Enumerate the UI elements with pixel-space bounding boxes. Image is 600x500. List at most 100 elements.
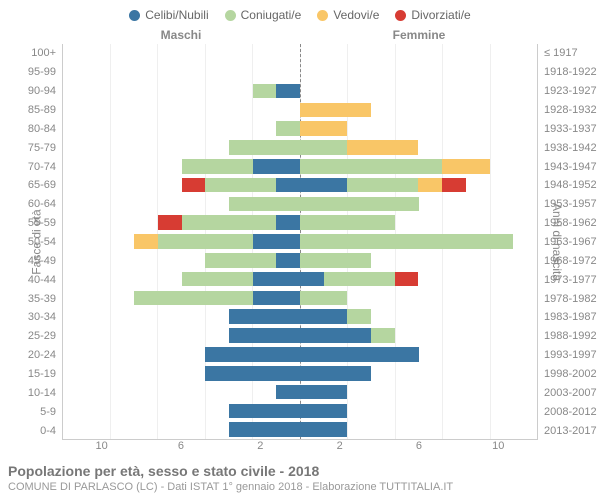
birth-label: 1973-1977 <box>538 270 600 289</box>
female-bar <box>300 176 537 195</box>
bar-segment <box>276 385 300 400</box>
legend-item: Vedovi/e <box>317 8 379 22</box>
pyramid-row <box>63 100 537 119</box>
male-bar <box>63 251 300 270</box>
birth-label: 1918-1922 <box>538 63 600 82</box>
age-label: 80-84 <box>0 119 62 138</box>
male-bar <box>63 232 300 251</box>
age-label: 25-29 <box>0 327 62 346</box>
male-bar <box>63 195 300 214</box>
bar-segment <box>253 291 300 306</box>
bar-segment <box>158 215 182 230</box>
bar-segment <box>229 404 300 419</box>
bar-segment <box>205 366 300 381</box>
birth-label: 1928-1932 <box>538 101 600 120</box>
birth-label: 1983-1987 <box>538 308 600 327</box>
age-label: 15-19 <box>0 365 62 384</box>
pyramid-row <box>63 401 537 420</box>
female-bar <box>300 119 537 138</box>
female-bar <box>300 401 537 420</box>
bar-segment <box>276 178 300 193</box>
y-axis-right-title: Anni di nascita <box>550 203 564 281</box>
female-bar <box>300 157 537 176</box>
birth-label: 1923-1927 <box>538 82 600 101</box>
bar-segment <box>205 253 276 268</box>
female-bar <box>300 364 537 383</box>
male-bar <box>63 213 300 232</box>
age-label: 95-99 <box>0 63 62 82</box>
legend: Celibi/Nubili Coniugati/e Vedovi/e Divorzia… <box>0 0 600 22</box>
pyramid-row <box>63 420 537 439</box>
birth-label: 2013-2017 <box>538 421 600 440</box>
age-label: 70-74 <box>0 157 62 176</box>
birth-label: 1933-1937 <box>538 119 600 138</box>
birth-label: 2003-2007 <box>538 383 600 402</box>
bar-segment <box>347 140 418 155</box>
bar-segment <box>229 422 300 437</box>
legend-swatch <box>225 10 236 21</box>
bar-segment <box>300 215 395 230</box>
female-bar <box>300 44 537 63</box>
x-tick: 10 <box>62 440 141 452</box>
header-females: Femmine <box>300 28 538 42</box>
y-axis-left-title: Fasce di età <box>30 209 44 274</box>
bar-segment <box>134 291 253 306</box>
bar-segment <box>229 140 300 155</box>
birth-label: 1943-1947 <box>538 157 600 176</box>
bar-segment <box>395 272 419 287</box>
bar-segment <box>253 272 300 287</box>
pyramid-row <box>63 138 537 157</box>
birth-label: 1948-1952 <box>538 176 600 195</box>
pyramid-row <box>63 289 537 308</box>
bar-segment <box>182 178 206 193</box>
female-bar <box>300 289 537 308</box>
bar-segment <box>253 84 277 99</box>
female-bar <box>300 63 537 82</box>
birth-label: 1968-1972 <box>538 251 600 270</box>
female-bar <box>300 270 537 289</box>
age-label: 85-89 <box>0 101 62 120</box>
male-bar <box>63 345 300 364</box>
male-bar <box>63 44 300 63</box>
pyramid-row <box>63 119 537 138</box>
female-bar <box>300 326 537 345</box>
birth-label: 1953-1957 <box>538 195 600 214</box>
bar-segment <box>300 121 347 136</box>
birth-year-labels: ≤ 19171918-19221923-19271928-19321933-19… <box>538 44 600 440</box>
pyramid-row <box>63 176 537 195</box>
x-tick: 10 <box>459 440 538 452</box>
birth-label: 1998-2002 <box>538 365 600 384</box>
bar-segment <box>300 140 347 155</box>
bar-segment <box>276 253 300 268</box>
bar-segment <box>300 291 347 306</box>
legend-swatch <box>129 10 140 21</box>
bar-segment <box>442 178 466 193</box>
bar-segment <box>253 234 300 249</box>
bar-segment <box>134 234 158 249</box>
bar-segment <box>347 309 371 324</box>
male-bar <box>63 138 300 157</box>
bar-segment <box>347 178 418 193</box>
age-label: 100+ <box>0 44 62 63</box>
male-bar <box>63 364 300 383</box>
legend-item: Divorziati/e <box>395 8 470 22</box>
legend-label: Celibi/Nubili <box>145 8 208 22</box>
bar-segment <box>205 178 276 193</box>
x-axis: 10622610 <box>0 440 600 456</box>
bar-segment <box>276 121 300 136</box>
caption: Popolazione per età, sesso e stato civil… <box>0 456 600 494</box>
legend-item: Coniugati/e <box>225 8 302 22</box>
female-bar <box>300 251 537 270</box>
birth-label: 1993-1997 <box>538 346 600 365</box>
pyramid-row <box>63 383 537 402</box>
legend-swatch <box>317 10 328 21</box>
header-males: Maschi <box>62 28 300 42</box>
pyramid-row <box>63 345 537 364</box>
bar-segment <box>300 404 347 419</box>
pyramid-row <box>63 251 537 270</box>
bar-segment <box>300 103 371 118</box>
female-bar <box>300 138 537 157</box>
bars-area <box>62 44 538 440</box>
male-bar <box>63 63 300 82</box>
birth-label: 1978-1982 <box>538 289 600 308</box>
